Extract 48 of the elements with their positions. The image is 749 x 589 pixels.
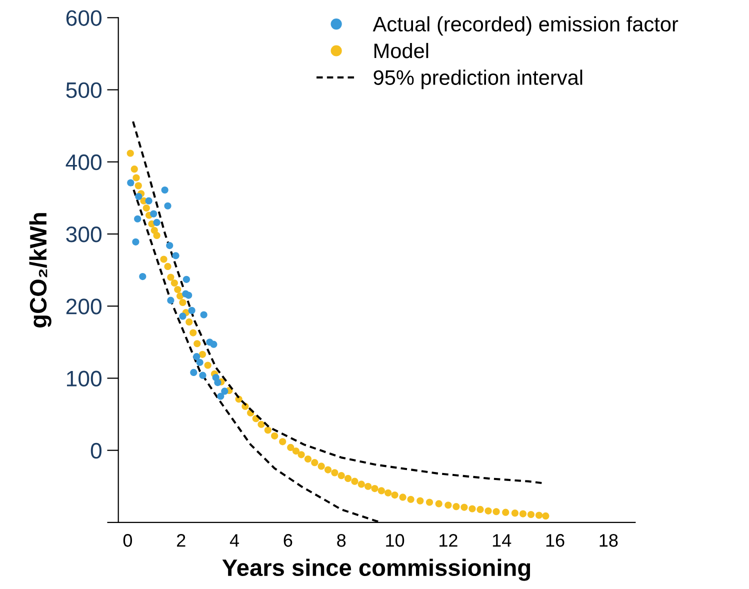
x-tick-label: 12 xyxy=(440,534,458,547)
x-tick-label: 8 xyxy=(337,534,346,547)
point xyxy=(172,252,180,260)
point xyxy=(185,292,192,299)
point xyxy=(153,218,160,226)
x-tick-label: 4 xyxy=(230,534,240,547)
x-tick-label: 16 xyxy=(546,534,564,547)
point xyxy=(150,210,158,218)
point xyxy=(167,296,174,304)
point xyxy=(190,368,198,376)
x-tick-label: 14 xyxy=(492,534,512,547)
x-tick-label: 6 xyxy=(284,534,292,547)
y-axis-title: gCO₂/kWh xyxy=(29,213,52,328)
point xyxy=(217,392,224,400)
point xyxy=(166,242,174,250)
y-tick-label: 300 xyxy=(66,226,102,242)
x-tick-label: 2 xyxy=(176,534,186,547)
point xyxy=(179,312,186,320)
point xyxy=(210,340,218,348)
point xyxy=(214,379,222,386)
point xyxy=(188,306,196,314)
x-axis-title: Years since commissioning xyxy=(222,558,530,581)
point xyxy=(161,186,168,194)
point xyxy=(135,192,142,200)
y-tick-label: 600 xyxy=(66,10,102,26)
y-tick-label: 400 xyxy=(66,154,102,170)
point xyxy=(199,372,206,379)
point xyxy=(145,197,152,204)
point xyxy=(200,311,208,318)
point xyxy=(196,358,204,366)
point xyxy=(132,238,140,246)
x-tick-label: 0 xyxy=(123,534,132,547)
x-tick-label: 18 xyxy=(600,534,618,547)
point xyxy=(164,202,172,210)
x-tick-label: 10 xyxy=(386,534,404,547)
point xyxy=(139,273,146,280)
legend-label: Actual (recorded) emission factor xyxy=(372,16,678,36)
legend-label: Model xyxy=(374,42,428,58)
y-tick-label: 500 xyxy=(66,82,102,98)
y-tick-label: 0 xyxy=(90,442,102,459)
point xyxy=(127,179,134,186)
y-tick-label: 200 xyxy=(66,298,102,314)
point xyxy=(193,353,200,360)
point xyxy=(134,215,142,222)
y-tick-label: 100 xyxy=(66,370,102,386)
point xyxy=(221,388,228,395)
point xyxy=(182,276,190,283)
legend-label: 95% prediction interval xyxy=(374,70,582,90)
